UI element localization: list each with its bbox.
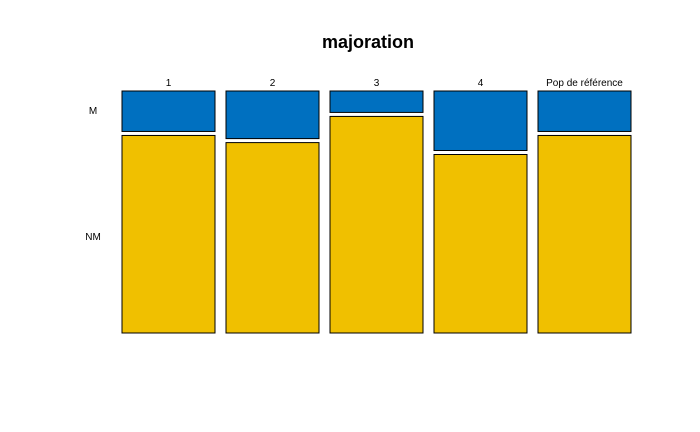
tile-m-1 bbox=[121, 90, 216, 132]
column-label-4: 4 bbox=[478, 78, 484, 89]
tile-m-4 bbox=[433, 90, 528, 151]
tile-nm-2 bbox=[225, 142, 320, 334]
column-label-3: 3 bbox=[374, 78, 380, 89]
row-label-m: M bbox=[89, 106, 97, 117]
chart-title: majoration bbox=[322, 32, 414, 52]
tile-m-2 bbox=[225, 90, 320, 140]
tile-m-pop-de-r-f-rence bbox=[537, 90, 632, 132]
tile-nm-1 bbox=[121, 134, 216, 334]
tile-nm-pop-de-r-f-rence bbox=[537, 134, 632, 334]
column-label-1: 1 bbox=[166, 78, 172, 89]
mosaic-tiles bbox=[121, 90, 632, 334]
column-label-2: 2 bbox=[270, 78, 276, 89]
column-labels: 1 2 3 4 Pop de référence bbox=[166, 78, 624, 89]
row-labels: M NM bbox=[85, 106, 101, 243]
tile-nm-3 bbox=[329, 115, 424, 334]
row-label-nm: NM bbox=[85, 232, 101, 243]
column-label-pop-de-r-f-rence: Pop de référence bbox=[546, 78, 623, 89]
tile-nm-4 bbox=[433, 154, 528, 334]
tile-m-3 bbox=[329, 90, 424, 113]
